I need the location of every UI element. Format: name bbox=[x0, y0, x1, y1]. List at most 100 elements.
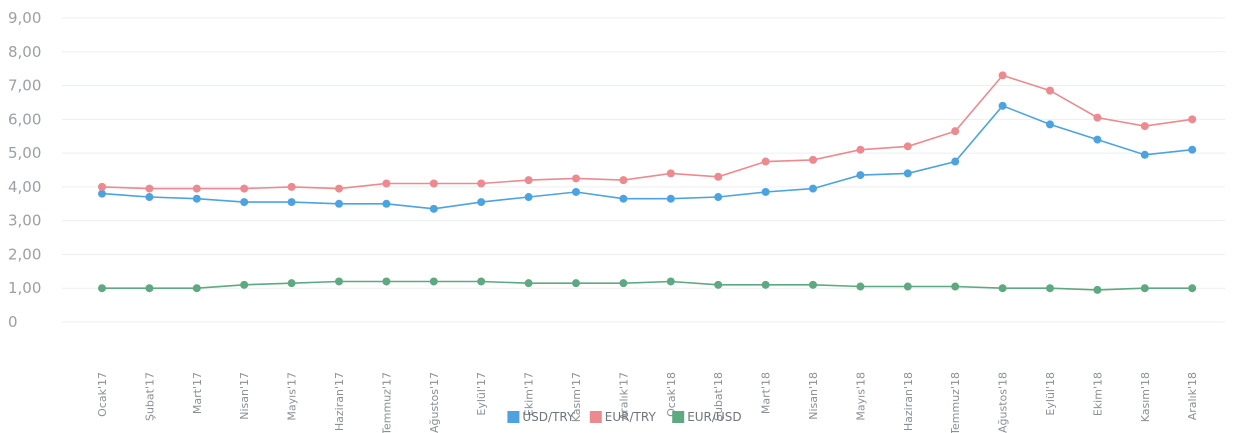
x-tick-label: Ekim'17 bbox=[523, 372, 536, 416]
data-point bbox=[666, 169, 675, 178]
data-point bbox=[619, 176, 628, 185]
data-point bbox=[1093, 135, 1102, 144]
data-point bbox=[145, 284, 154, 293]
y-axis-ticks: 0 1,00 2,00 3,00 4,00 5,00 6,00 7,00 8,00 9,00 bbox=[8, 9, 41, 331]
legend-swatch bbox=[589, 411, 602, 423]
data-point bbox=[572, 187, 580, 196]
data-point bbox=[382, 199, 391, 208]
data-point bbox=[572, 174, 580, 183]
y-tick-label: 3,00 bbox=[8, 212, 41, 230]
data-point bbox=[1093, 113, 1102, 122]
data-point bbox=[429, 204, 438, 213]
x-tick-label: Mayıs'18 bbox=[854, 372, 867, 421]
y-tick-label: 7,00 bbox=[8, 77, 41, 95]
data-point bbox=[951, 127, 960, 136]
legend: USD/TRY EUR/TRY EUR/USD bbox=[507, 410, 742, 424]
legend-label: EUR/TRY bbox=[605, 410, 657, 424]
data-point bbox=[98, 182, 106, 191]
data-point bbox=[998, 284, 1007, 293]
x-tick-label: Temmuz'17 bbox=[380, 372, 393, 433]
data-point bbox=[903, 282, 912, 291]
x-tick-label: Kasım'17 bbox=[570, 372, 583, 422]
series-line bbox=[101, 74, 1193, 190]
series-lines bbox=[98, 71, 1197, 294]
data-point bbox=[1140, 122, 1149, 131]
legend-label: EUR/USD bbox=[687, 410, 741, 424]
legend-swatch bbox=[672, 411, 685, 423]
x-tick-label: Ocak'18 bbox=[665, 372, 678, 417]
data-point bbox=[951, 157, 960, 166]
x-tick-label: Aralık'17 bbox=[617, 372, 630, 420]
data-point bbox=[856, 145, 865, 154]
data-point bbox=[714, 172, 723, 181]
data-point bbox=[761, 187, 770, 196]
data-point bbox=[287, 279, 296, 288]
data-point bbox=[1140, 284, 1149, 293]
data-point bbox=[240, 184, 249, 193]
y-tick-label: 6,00 bbox=[8, 110, 41, 128]
y-tick-label: 9,00 bbox=[8, 9, 41, 27]
data-point bbox=[1188, 115, 1197, 124]
x-tick-label: Mart'18 bbox=[760, 372, 773, 414]
data-point bbox=[1140, 150, 1149, 159]
data-point bbox=[192, 284, 201, 293]
y-tick-label: 4,00 bbox=[8, 178, 41, 196]
data-point bbox=[1046, 120, 1054, 129]
data-point bbox=[856, 282, 865, 291]
data-point bbox=[192, 194, 201, 203]
data-point bbox=[145, 193, 154, 202]
data-point bbox=[335, 199, 343, 208]
data-point bbox=[1046, 284, 1054, 293]
data-point bbox=[809, 280, 817, 289]
data-point bbox=[524, 176, 533, 185]
x-axis-ticks: Ocak'17 Şubat'17 Mart'17 Nisan'17 Mayıs'17 Ha… bbox=[96, 372, 1199, 433]
y-tick-label: 8,00 bbox=[8, 43, 41, 61]
grid-lines bbox=[62, 17, 1225, 323]
x-tick-label: Ocak'17 bbox=[96, 372, 109, 417]
data-point bbox=[429, 179, 438, 188]
data-point bbox=[1046, 86, 1054, 95]
data-point bbox=[951, 282, 960, 291]
data-point bbox=[809, 184, 817, 193]
data-point bbox=[714, 280, 723, 289]
x-tick-label: Nisan'17 bbox=[238, 372, 251, 420]
data-point bbox=[998, 101, 1007, 110]
data-point bbox=[382, 277, 391, 286]
y-tick-label: 5,00 bbox=[8, 144, 41, 162]
data-point bbox=[477, 277, 486, 286]
y-tick-label: 0 bbox=[8, 313, 18, 331]
data-point bbox=[192, 184, 201, 193]
x-tick-label: Ekim'18 bbox=[1091, 372, 1104, 416]
x-tick-label: Ağustos'18 bbox=[997, 372, 1010, 433]
x-tick-label: Haziran'18 bbox=[902, 372, 915, 431]
x-tick-label: Aralık'18 bbox=[1186, 372, 1199, 420]
x-tick-label: Eylül'18 bbox=[1044, 372, 1057, 416]
data-point bbox=[287, 182, 296, 191]
data-point bbox=[240, 198, 249, 207]
data-point bbox=[903, 142, 912, 151]
series-line bbox=[102, 280, 1193, 291]
data-point bbox=[856, 171, 865, 180]
data-point bbox=[382, 179, 391, 188]
data-point bbox=[145, 184, 154, 193]
x-tick-label: Nisan'18 bbox=[807, 372, 820, 420]
data-point bbox=[572, 279, 580, 288]
data-point bbox=[761, 157, 770, 166]
data-point bbox=[429, 277, 438, 286]
x-tick-label: Mart'17 bbox=[191, 372, 204, 414]
data-point bbox=[714, 193, 723, 202]
data-point bbox=[809, 155, 817, 164]
data-point bbox=[477, 198, 486, 207]
data-point bbox=[335, 277, 343, 286]
data-point bbox=[98, 189, 106, 198]
data-point bbox=[1188, 284, 1197, 293]
data-point bbox=[619, 279, 628, 288]
y-tick-label: 2,00 bbox=[8, 245, 41, 263]
x-tick-label: Temmuz'18 bbox=[949, 372, 962, 433]
data-point bbox=[335, 184, 343, 193]
data-point bbox=[761, 280, 770, 289]
x-tick-label: Kasım'18 bbox=[1139, 372, 1152, 422]
data-point bbox=[1188, 145, 1197, 154]
